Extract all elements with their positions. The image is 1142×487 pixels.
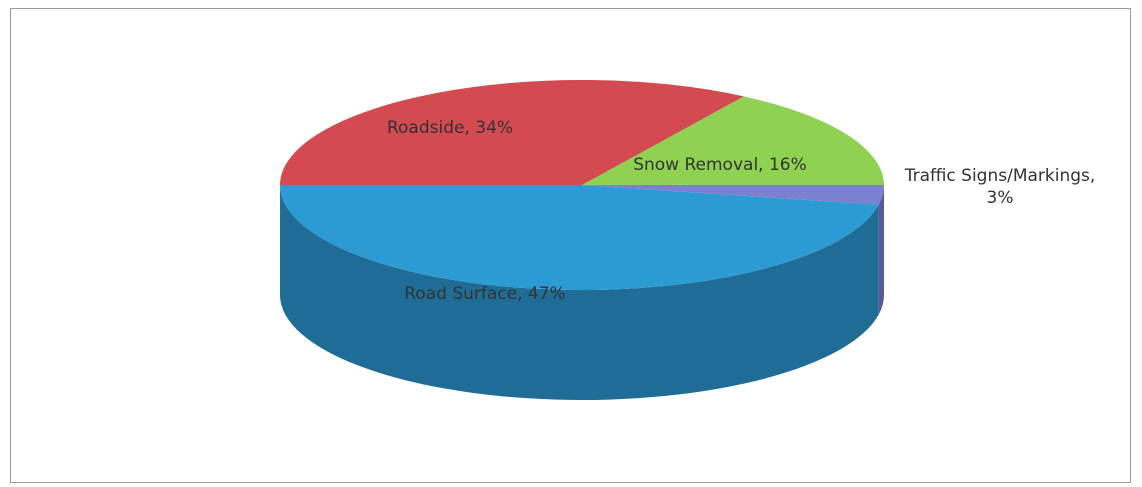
data-label: Road Surface, 47%	[404, 284, 566, 304]
pie-slice	[280, 80, 744, 185]
pie-slice	[280, 185, 879, 290]
data-label: Traffic Signs/Markings, 3%	[904, 166, 1096, 208]
data-label: Snow Removal, 16%	[633, 155, 807, 175]
chart-frame	[10, 8, 1131, 483]
pie-side	[280, 185, 879, 400]
pie-side	[878, 185, 884, 315]
pie-slice	[582, 185, 884, 205]
data-label: Roadside, 34%	[386, 118, 514, 138]
pie-slice	[582, 96, 884, 185]
